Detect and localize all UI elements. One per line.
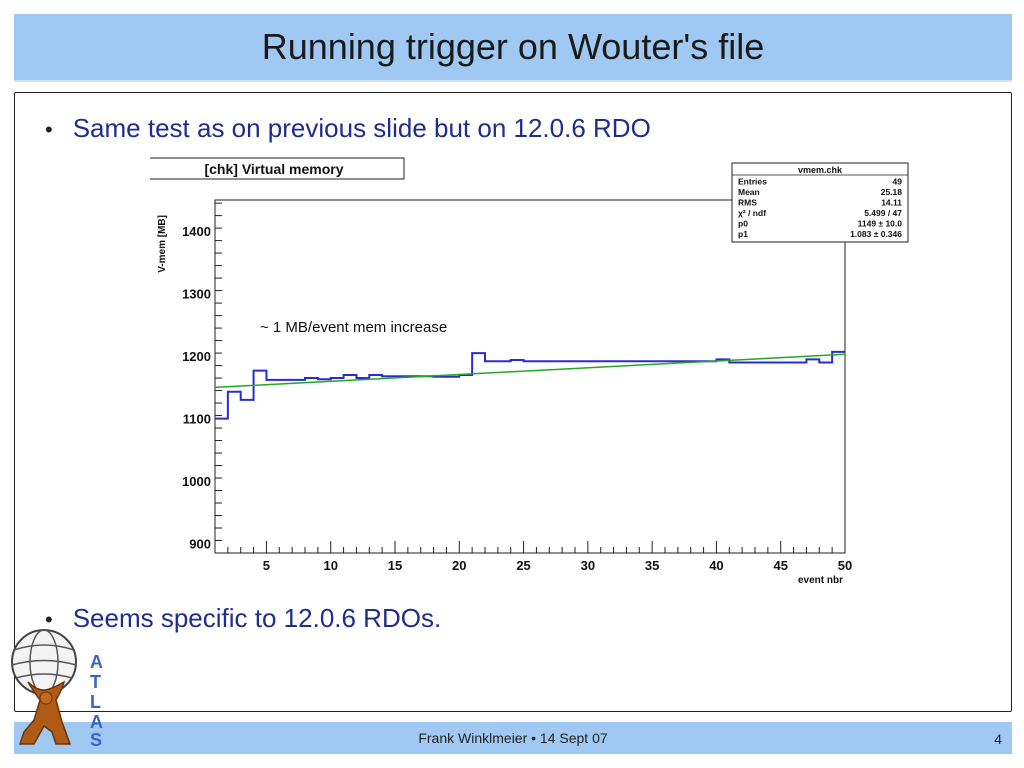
bullet-text-2: Seems specific to 12.0.6 RDOs. [72, 603, 442, 633]
x-axis-label: event nbr [798, 575, 843, 586]
bullet-dot-icon: • [45, 117, 53, 142]
y-axis-label: V-mem [MB] [157, 215, 168, 273]
stats-box [731, 162, 909, 243]
atlas-logo: A T L A S [11, 629, 103, 750]
x-tick-label: 25 [516, 558, 530, 573]
y-tick-label: 1200 [182, 349, 211, 364]
series-linear-fit [214, 353, 846, 389]
atlas-figure-icon [18, 680, 72, 745]
stats-row-value: 1.083 ± 0.346 [850, 229, 902, 239]
bullet-item-1: • Same test as on previous slide but on 1… [45, 113, 651, 144]
svg-text:A: A [90, 652, 103, 672]
x-tick-label: 50 [838, 558, 852, 573]
stats-box-group: vmem.chk Entries 49 Mean 25.18 RMS 14.11 χ² / n… [731, 162, 909, 243]
stats-row-label: χ² / ndf [738, 208, 766, 218]
chart-frame-group [214, 199, 846, 554]
bullet-dot-icon: • [45, 607, 53, 632]
svg-text:L: L [90, 692, 101, 712]
stats-row-value: 25.18 [881, 187, 903, 197]
x-tick-label: 5 [263, 558, 270, 573]
y-tick-label: 1000 [182, 474, 211, 489]
x-tick-label: 10 [323, 558, 337, 573]
svg-text:T: T [90, 672, 101, 692]
stats-row-value: 49 [893, 177, 903, 187]
x-tick-label: 30 [581, 558, 595, 573]
axis-ticks-group [214, 202, 846, 553]
page-number: 4 [994, 731, 1002, 747]
svg-text:S: S [90, 730, 102, 750]
stats-row-value: 5.499 / 47 [864, 208, 902, 218]
stats-row-label: p0 [738, 219, 748, 229]
vmem-chart: 900 1000 1100 1200 1300 1400 5 10 15 20 25 30 35 40 45… [150, 157, 909, 586]
bullet-item-2: • Seems specific to 12.0.6 RDOs. [45, 603, 441, 634]
x-tick-label: 35 [645, 558, 659, 573]
y-tick-label: 1400 [182, 224, 211, 239]
bullet-text-1: Same test as on previous slide but on 12… [72, 113, 651, 143]
x-tick-label: 40 [709, 558, 723, 573]
stats-row-label: RMS [738, 198, 757, 208]
chart-title: [chk] Virtual memory [204, 161, 343, 177]
series-vmem-step [215, 350, 845, 420]
chart-title-box [150, 157, 405, 180]
chart-annotation: ~ 1 MB/event mem increase [260, 319, 447, 336]
stats-row-label: Entries [738, 177, 767, 187]
stats-row-value: 14.11 [881, 198, 902, 208]
stats-row-label: Mean [738, 187, 760, 197]
content-frame: • Same test as on previous slide but on 1… [14, 92, 1012, 712]
y-tick-label: 1300 [182, 287, 211, 302]
series-group [214, 350, 846, 420]
x-tick-label: 20 [452, 558, 466, 573]
stats-row-label: p1 [738, 229, 748, 239]
footer-bar: Frank Winklmeier • 14 Sept 07 4 [14, 722, 1012, 754]
svg-text:A: A [90, 712, 103, 732]
stats-name: vmem.chk [798, 165, 843, 175]
x-tick-label: 45 [773, 558, 787, 573]
y-tick-label: 900 [189, 537, 211, 552]
atlas-lettering: A T L A S [90, 652, 103, 750]
globe-icon [11, 629, 77, 695]
chart-labels-group: 900 1000 1100 1200 1300 1400 5 10 15 20 25 30 35 40 45… [150, 157, 852, 586]
y-tick-label: 1100 [183, 412, 211, 427]
footer-credit: Frank Winklmeier • 14 Sept 07 [418, 730, 608, 746]
title-bar: Running trigger on Wouter's file [14, 14, 1012, 82]
stats-row-value: 1149 ± 10.0 [858, 219, 903, 229]
slide-title: Running trigger on Wouter's file [261, 26, 765, 67]
x-tick-label: 15 [388, 558, 402, 573]
plot-frame [214, 199, 846, 554]
